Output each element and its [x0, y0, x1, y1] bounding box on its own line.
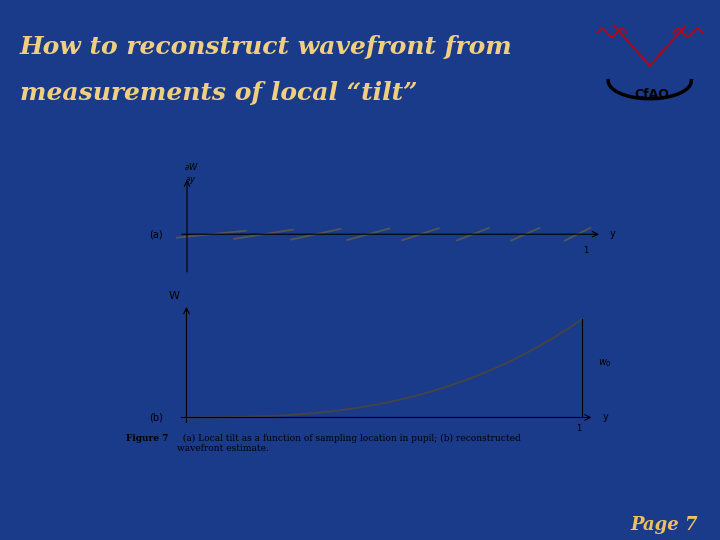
Text: CfAO: CfAO — [635, 87, 670, 100]
Text: 1: 1 — [576, 424, 581, 434]
Text: $\partial W$: $\partial W$ — [184, 161, 199, 172]
Text: (b): (b) — [149, 413, 163, 422]
Text: Page 7: Page 7 — [631, 516, 698, 534]
Text: How to reconstruct wavefront from: How to reconstruct wavefront from — [20, 35, 513, 59]
Text: (a) Local tilt as a function of sampling location in pupil; (b) reconstructed
wa: (a) Local tilt as a function of sampling… — [177, 434, 521, 454]
Text: (a): (a) — [149, 229, 163, 239]
Text: measurements of local “tilt”: measurements of local “tilt” — [20, 81, 418, 105]
Text: W: W — [169, 291, 180, 301]
Text: y: y — [610, 229, 616, 239]
Text: y: y — [602, 413, 608, 422]
Text: $\partial y$: $\partial y$ — [185, 174, 197, 186]
Text: 1: 1 — [583, 246, 588, 255]
Text: $w_0$: $w_0$ — [598, 357, 612, 369]
Text: Figure 7: Figure 7 — [126, 434, 168, 443]
